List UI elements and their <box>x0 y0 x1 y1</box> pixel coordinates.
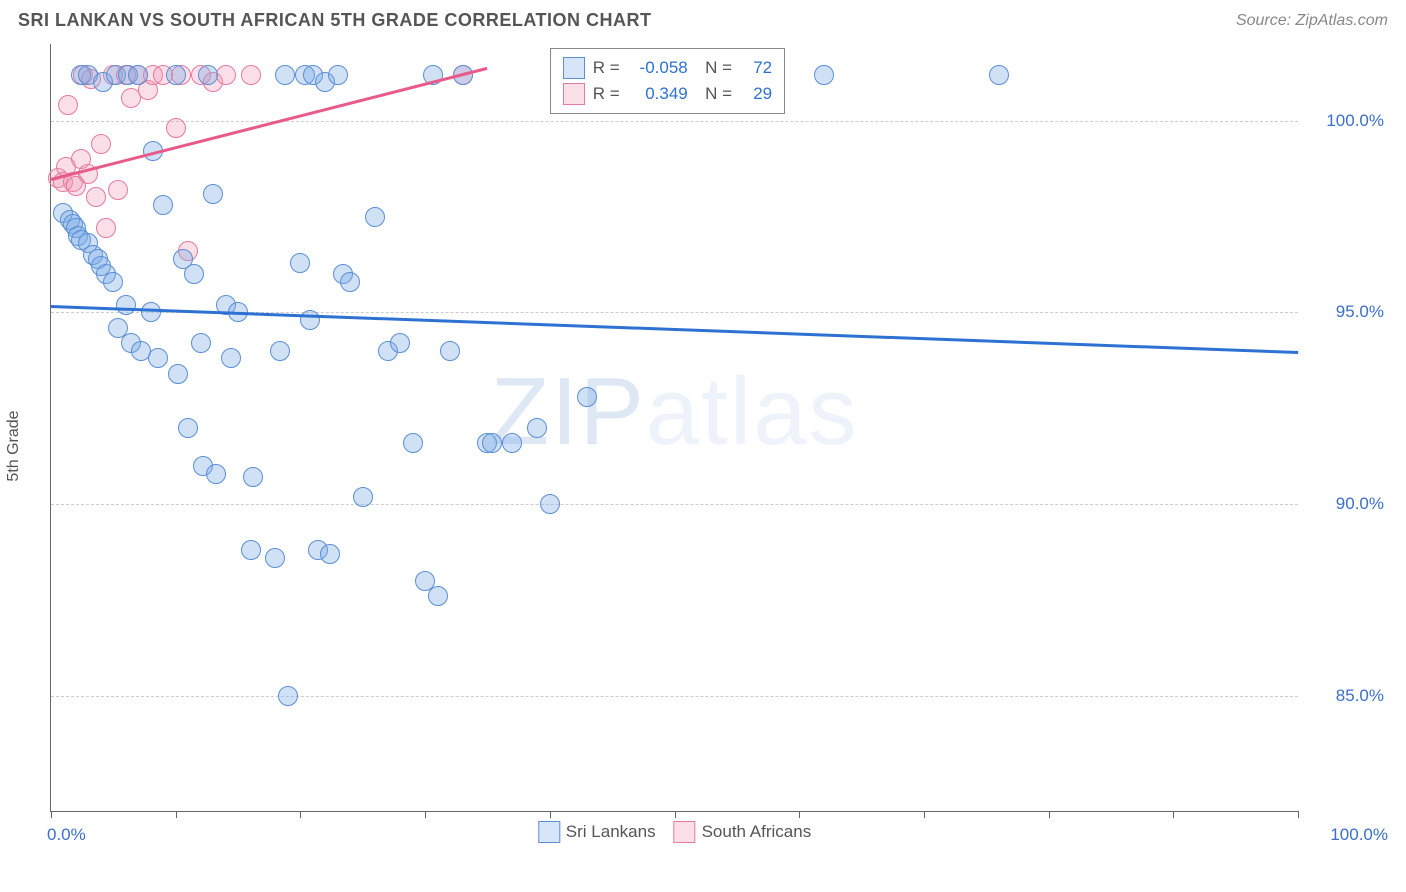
series-label: Sri Lankans <box>566 822 656 842</box>
data-point <box>103 272 123 292</box>
chart-header: SRI LANKAN VS SOUTH AFRICAN 5TH GRADE CO… <box>0 0 1406 37</box>
x-tick <box>1049 811 1050 818</box>
data-point <box>320 544 340 564</box>
data-point <box>365 207 385 227</box>
data-point <box>265 548 285 568</box>
series-legend-item: South Africans <box>674 821 812 843</box>
data-point <box>166 65 186 85</box>
data-point <box>814 65 834 85</box>
data-point <box>91 134 111 154</box>
data-point <box>168 364 188 384</box>
x-tick <box>1173 811 1174 818</box>
data-point <box>243 467 263 487</box>
x-tick <box>425 811 426 818</box>
y-tick-label: 100.0% <box>1304 111 1384 131</box>
data-point <box>300 310 320 330</box>
r-label: R = <box>593 84 620 104</box>
data-point <box>216 65 236 85</box>
data-point <box>128 65 148 85</box>
stats-legend: R = -0.058 N = 72 R = 0.349 N = 29 <box>550 48 785 114</box>
legend-swatch <box>563 83 585 105</box>
data-point <box>141 302 161 322</box>
source-label: Source: ZipAtlas.com <box>1236 12 1388 30</box>
data-point <box>153 195 173 215</box>
x-tick <box>1298 811 1299 818</box>
data-point <box>428 586 448 606</box>
data-point <box>184 264 204 284</box>
x-tick-label: 0.0% <box>47 825 86 845</box>
n-label: N = <box>696 58 732 78</box>
legend-swatch <box>674 821 696 843</box>
data-point <box>353 487 373 507</box>
data-point <box>148 348 168 368</box>
data-point <box>221 348 241 368</box>
legend-swatch <box>538 821 560 843</box>
data-point <box>328 65 348 85</box>
data-point <box>166 118 186 138</box>
data-point <box>86 187 106 207</box>
legend-swatch <box>563 57 585 79</box>
gridline <box>51 696 1298 697</box>
r-value: 0.349 <box>628 84 688 104</box>
data-point <box>540 494 560 514</box>
data-point <box>390 333 410 353</box>
data-point <box>502 433 522 453</box>
data-point <box>989 65 1009 85</box>
chart-area: ZIPatlas 85.0% 90.0% 95.0% 100.0% 0.0% 100.0%… <box>50 44 1388 842</box>
data-point <box>241 65 261 85</box>
series-label: South Africans <box>702 822 812 842</box>
y-axis-title: 5th Grade <box>5 410 23 481</box>
gridline <box>51 504 1298 505</box>
x-tick <box>51 811 52 818</box>
data-point <box>241 540 261 560</box>
data-point <box>178 418 198 438</box>
data-point <box>290 253 310 273</box>
data-point <box>340 272 360 292</box>
stats-legend-row: R = 0.349 N = 29 <box>563 81 772 107</box>
plot-area: ZIPatlas 85.0%90.0%95.0%100.0%0.0%100.0%… <box>50 44 1298 812</box>
gridline <box>51 121 1298 122</box>
data-point <box>440 341 460 361</box>
data-point <box>203 184 223 204</box>
y-tick-label: 90.0% <box>1304 494 1384 514</box>
data-point <box>278 686 298 706</box>
series-legend: Sri Lankans South Africans <box>538 821 811 843</box>
data-point <box>270 341 290 361</box>
data-point <box>116 295 136 315</box>
x-tick <box>300 811 301 818</box>
data-point <box>191 333 211 353</box>
x-tick <box>176 811 177 818</box>
data-point <box>482 433 502 453</box>
data-point <box>527 418 547 438</box>
n-value: 72 <box>740 58 772 78</box>
x-tick <box>550 811 551 818</box>
y-tick-label: 85.0% <box>1304 686 1384 706</box>
n-value: 29 <box>740 84 772 104</box>
n-label: N = <box>696 84 732 104</box>
data-point <box>275 65 295 85</box>
data-point <box>206 464 226 484</box>
data-point <box>577 387 597 407</box>
x-tick <box>924 811 925 818</box>
y-tick-label: 95.0% <box>1304 302 1384 322</box>
x-tick <box>675 811 676 818</box>
data-point <box>108 180 128 200</box>
data-point <box>198 65 218 85</box>
r-label: R = <box>593 58 620 78</box>
x-tick <box>799 811 800 818</box>
x-tick-label: 100.0% <box>1330 825 1388 845</box>
series-legend-item: Sri Lankans <box>538 821 656 843</box>
chart-title: SRI LANKAN VS SOUTH AFRICAN 5TH GRADE CO… <box>18 10 652 31</box>
data-point <box>58 95 78 115</box>
r-value: -0.058 <box>628 58 688 78</box>
stats-legend-row: R = -0.058 N = 72 <box>563 55 772 81</box>
data-point <box>96 218 116 238</box>
data-point <box>403 433 423 453</box>
watermark: ZIPatlas <box>490 357 858 467</box>
